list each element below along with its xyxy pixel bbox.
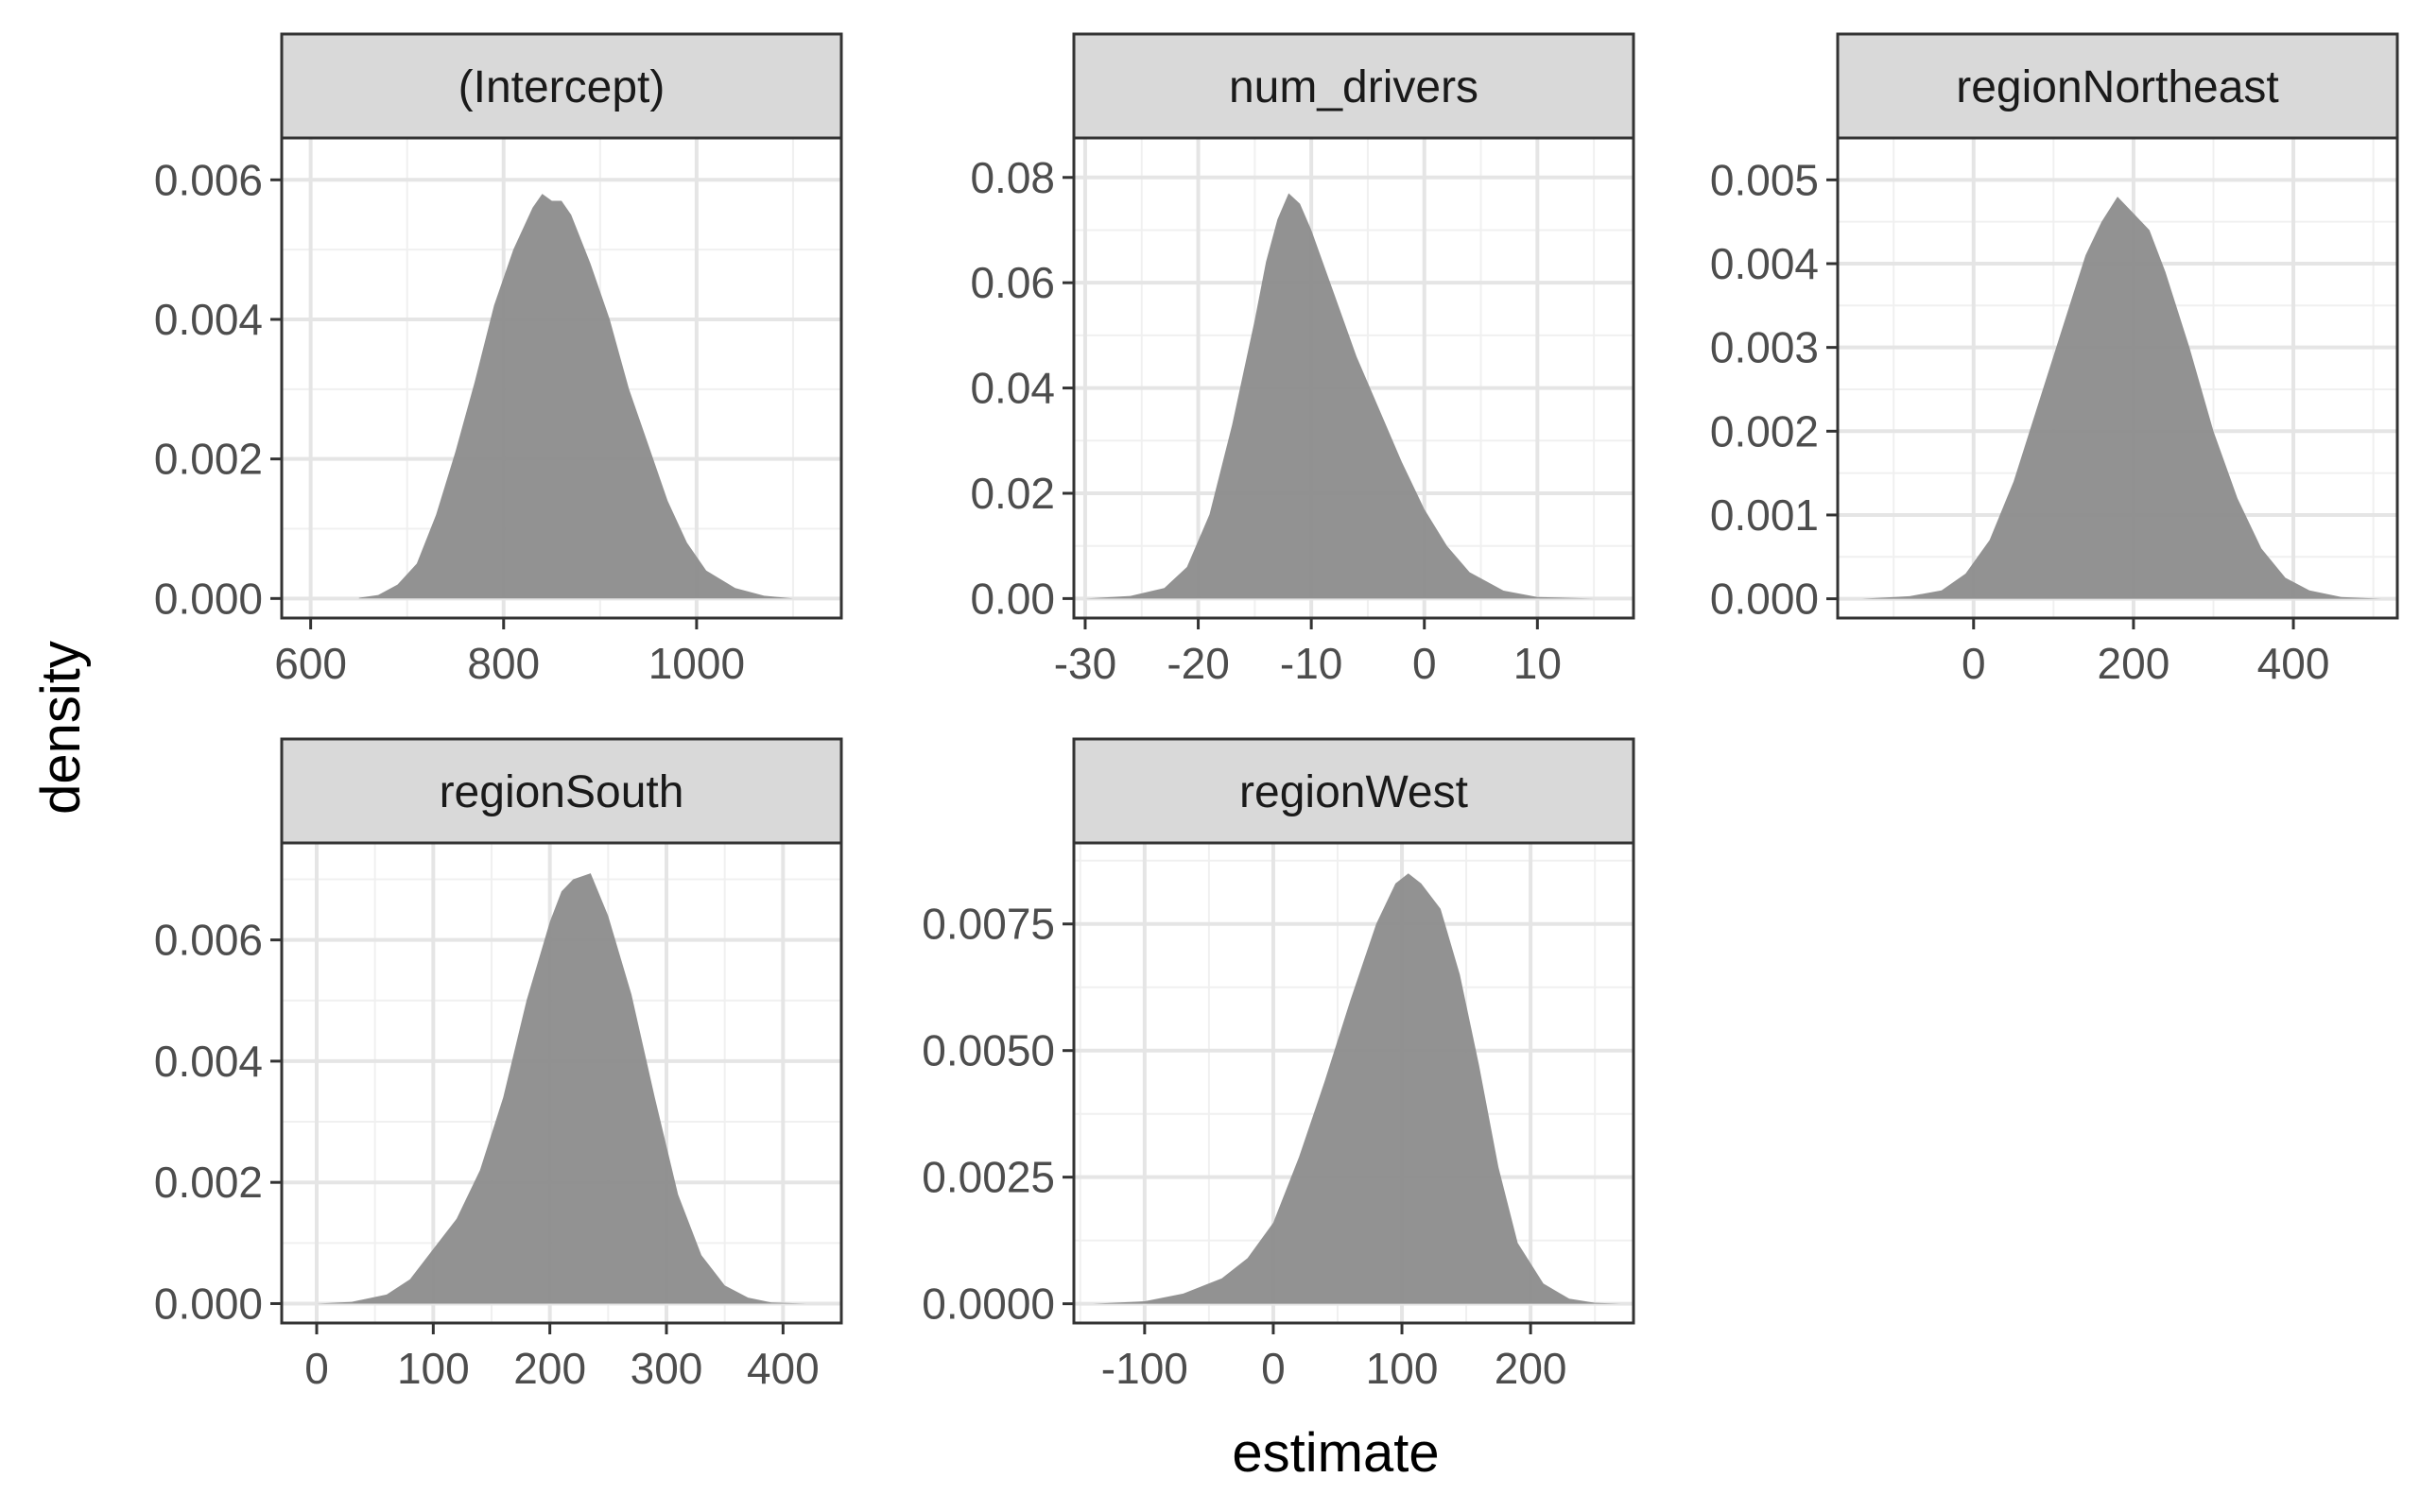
y-tick-label: 0.0000: [922, 1280, 1055, 1329]
x-tick-label: 800: [467, 639, 540, 688]
density-area: [1093, 873, 1621, 1304]
y-tick-label: 0.005: [1710, 155, 1819, 204]
density-area: [1861, 197, 2382, 599]
facet-strip: [1072, 737, 1635, 845]
x-tick-label: -20: [1167, 639, 1229, 688]
x-tick-label: 300: [631, 1344, 703, 1393]
y-tick-label: 0.001: [1710, 490, 1819, 540]
x-tick-label: 200: [2098, 639, 2170, 688]
y-tick-label: 0.006: [154, 155, 263, 204]
facet-strip-label: (Intercept): [458, 62, 666, 112]
y-tick-label: 0.004: [154, 295, 263, 344]
x-tick-label: 600: [274, 639, 347, 688]
facet-strip-label: regionWest: [1239, 767, 1468, 817]
x-tick-label: 400: [747, 1344, 820, 1393]
y-tick-label: 0.0050: [922, 1026, 1055, 1075]
y-tick-label: 0.003: [1710, 323, 1819, 372]
x-tick-label: 200: [513, 1344, 586, 1393]
y-tick-label: 0.004: [1710, 239, 1819, 288]
facet-strip: [1836, 32, 2399, 140]
x-tick-label: -100: [1101, 1344, 1188, 1393]
y-tick-label: 0.000: [154, 1279, 263, 1328]
y-tick-label: 0.06: [970, 258, 1055, 307]
y-tick-label: 0.0025: [922, 1153, 1055, 1202]
y-axis-title: density: [30, 641, 92, 815]
facet-panels: (Intercept)600 800 10000.0000.0020.0040.00…: [154, 32, 2399, 1393]
y-tick-label: 0.002: [154, 1158, 263, 1207]
x-axis-title: estimate: [1232, 1422, 1439, 1484]
facet-strip-label: regionNortheast: [1956, 62, 2279, 112]
facet-panel: regionNortheast 0 200 400 0.000 0.001 0.002 0.0…: [1710, 32, 2399, 688]
x-tick-label: 10: [1513, 639, 1562, 688]
y-tick-label: 0.004: [154, 1037, 263, 1086]
facet-panel: regionSouth 0 100 200 300 400 0.000 0.002 0.004 0…: [154, 737, 843, 1393]
density-area: [1085, 193, 1595, 599]
y-tick-label: 0.006: [154, 916, 263, 965]
x-tick-label: -10: [1280, 639, 1342, 688]
x-tick-label: 100: [397, 1344, 470, 1393]
facet-strip: [280, 32, 843, 140]
y-tick-label: 0.02: [970, 469, 1055, 518]
facet-panel: num_drivers -30 -20 -10 0 10 0.00 0.02 0.04 0.06 0…: [970, 32, 1635, 688]
density-area: [358, 194, 793, 599]
x-tick-label: -30: [1054, 639, 1116, 688]
facet-strip: [280, 737, 843, 845]
facet-panel: (Intercept) 600 800 1000 0.000 0.002 0.004 0.00…: [154, 32, 843, 688]
facet-panel: regionWest -100 0 100 200 0.0000 0.0025 0.0050 0…: [922, 737, 1635, 1393]
y-tick-label: 0.0075: [922, 900, 1055, 949]
x-tick-label: 0: [304, 1344, 329, 1393]
x-tick-label: 100: [1366, 1344, 1439, 1393]
facet-strip: [1072, 32, 1635, 140]
x-tick-label: 200: [1495, 1344, 1567, 1393]
x-tick-label: 400: [2257, 639, 2330, 688]
y-tick-label: 0.00: [970, 574, 1055, 623]
y-tick-label: 0.000: [154, 574, 263, 623]
x-tick-label: 1000: [648, 639, 745, 688]
x-tick-label: 0: [1412, 639, 1437, 688]
y-tick-label: 0.04: [970, 364, 1055, 413]
y-tick-label: 0.002: [1710, 406, 1819, 455]
density-area: [317, 873, 806, 1304]
y-tick-label: 0.08: [970, 153, 1055, 202]
facet-strip-label: regionSouth: [440, 767, 684, 817]
y-tick-label: 0.002: [154, 435, 263, 484]
x-tick-label: 0: [1261, 1344, 1286, 1393]
facet-strip-label: num_drivers: [1229, 62, 1478, 112]
x-tick-label: 0: [1962, 639, 1986, 688]
y-tick-label: 0.000: [1710, 575, 1819, 624]
